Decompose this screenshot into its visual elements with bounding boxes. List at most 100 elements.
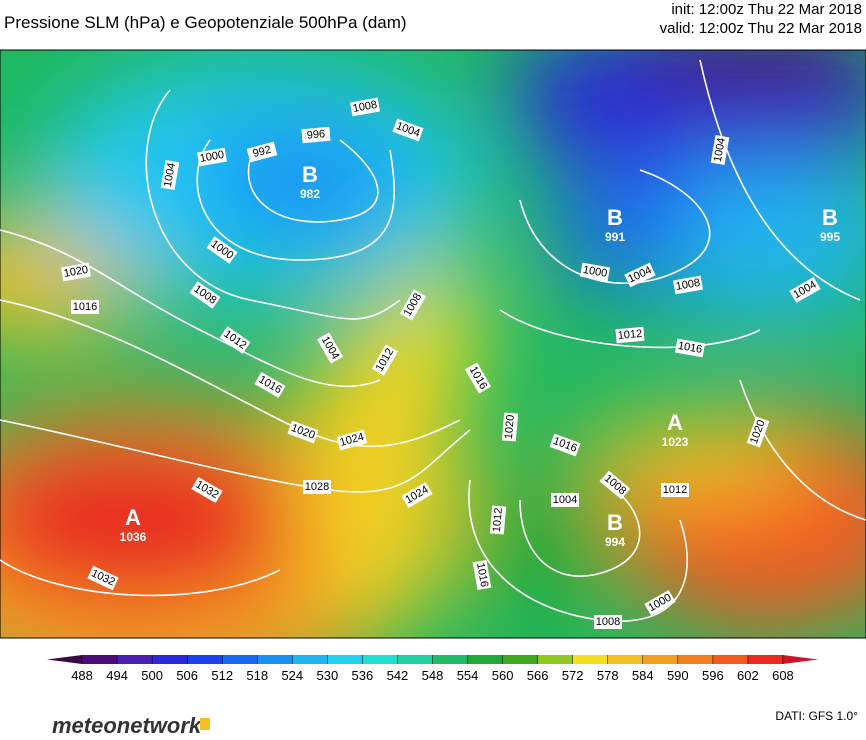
isobar-label: 1016: [472, 559, 492, 591]
colorbar-arrow: [47, 655, 83, 664]
center-value: 991: [605, 230, 625, 244]
isobar-value: 1028: [305, 481, 329, 493]
colorbar-tick-label: 554: [457, 668, 479, 683]
isobar-label: 1020: [60, 262, 92, 282]
isobar-label-bg: [87, 565, 119, 591]
isobar: [519, 169, 711, 284]
isobar-label-bg: [60, 262, 92, 282]
colorbar-tick-label: 542: [387, 668, 409, 683]
isobar-label: 1012: [489, 505, 507, 535]
colorbar-tick-label: 518: [246, 668, 268, 683]
isobar-value: 1008: [352, 99, 378, 115]
isobar-label-bg: [160, 159, 180, 191]
isobar-label-bg: [710, 134, 730, 166]
isobar-label: 1016: [549, 433, 581, 457]
valid-time: valid: 12:00z Thu 22 Mar 2018: [660, 20, 862, 37]
isobar-label-bg: [674, 338, 706, 358]
isobar: [0, 229, 381, 388]
colorbar-tick-label: 572: [562, 668, 584, 683]
isobar-label-bg: [672, 275, 704, 295]
center-value: 995: [820, 230, 840, 244]
colorbar-tick-label: 530: [317, 668, 339, 683]
isobar-label: 1008: [672, 275, 704, 295]
colorbar-tick-label: 506: [176, 668, 198, 683]
isobar: [145, 89, 401, 320]
isobar-value: 1000: [582, 264, 608, 280]
colorbar-segment: [152, 655, 188, 664]
center-letter: B: [607, 205, 623, 230]
isobar-label-bg: [71, 300, 99, 314]
colorbar-tick-label: 536: [352, 668, 374, 683]
center-letter: A: [667, 410, 683, 435]
isobar-label: 1028: [303, 480, 331, 494]
colorbar-tick-label: 524: [281, 668, 303, 683]
isobar-label-bg: [551, 493, 579, 507]
isobar-value: 1012: [663, 484, 687, 496]
colorbar-segment: [502, 655, 539, 664]
isobar-label-bg: [401, 481, 433, 509]
isobar-value: 1008: [675, 277, 701, 293]
isobar-label-bg: [579, 262, 611, 282]
isobar-label: 1000: [579, 262, 611, 282]
isobar-label-bg: [789, 276, 821, 304]
isobar-label: 1020: [287, 420, 319, 444]
colorbar-segment: [642, 655, 679, 664]
isobar-label-bg: [316, 332, 344, 364]
center-value: 1036: [120, 530, 147, 544]
isobar-value: 1004: [162, 162, 178, 188]
isobar-label: 1004: [392, 118, 424, 142]
isobar-label: 1020: [746, 416, 770, 448]
colorbar-segment: [362, 655, 398, 664]
center-value: 1023: [662, 435, 689, 449]
isobar-label-bg: [301, 126, 331, 144]
colorbar-segment: [257, 655, 293, 664]
isobar-label-bg: [196, 147, 228, 167]
isobar: [739, 379, 866, 521]
isobar-label-bg: [594, 615, 622, 629]
isobar-label-bg: [472, 559, 492, 591]
colorbar-tick-label: 590: [667, 668, 689, 683]
isobar: [699, 59, 861, 301]
isobar-label: 1012: [661, 483, 689, 497]
title: Pressione SLM (hPa) e Geopotenziale 500h…: [4, 13, 407, 32]
isobar: [0, 559, 281, 597]
isobar-label-bg: [254, 371, 286, 399]
colorbar-segment: [537, 655, 574, 664]
isobar-label-bg: [191, 476, 223, 504]
isobar-value: 1020: [503, 414, 517, 439]
isobar-label-bg: [644, 589, 676, 617]
isobar-value: 1016: [474, 562, 490, 588]
isobar: [0, 299, 461, 448]
isobar-value: 1012: [617, 328, 642, 342]
map-field: [0, 50, 866, 638]
isobar-value: 1016: [73, 301, 97, 313]
isobar-label-bg: [399, 289, 427, 321]
isobar-value: 1020: [63, 264, 89, 280]
isobar-label-bg: [303, 480, 331, 494]
colorbar-segment: [572, 655, 609, 664]
colorbar-tick-label: 596: [702, 668, 724, 683]
isobar-label-bg: [392, 118, 424, 142]
isobar-label-bg: [371, 344, 399, 376]
isobar-label: 1016: [71, 300, 99, 314]
colorbar-segment: [82, 655, 118, 664]
data-source: DATI: GFS 1.0°: [775, 709, 858, 723]
isobar-value: 996: [306, 128, 325, 142]
isobar-label: 1000: [196, 147, 228, 167]
center-letter: B: [607, 510, 623, 535]
isobar: [519, 479, 641, 577]
isobar-label-bg: [189, 281, 221, 309]
isobar-label-bg: [661, 483, 689, 497]
colorbar-segment: [677, 655, 714, 664]
isobar-label: 1004: [710, 134, 730, 166]
isobar-label-bg: [624, 262, 656, 288]
isobar-value: 1012: [491, 507, 505, 532]
isobar-label-bg: [599, 470, 631, 500]
colorbar-segment: [292, 655, 328, 664]
colorbar-arrow: [782, 655, 818, 664]
isobar-label: 1004: [160, 159, 180, 191]
isobar-label: 1008: [594, 615, 622, 629]
isobar-label: 1008: [349, 97, 381, 117]
center-value: 982: [300, 187, 320, 201]
colorbar-segment: [187, 655, 223, 664]
